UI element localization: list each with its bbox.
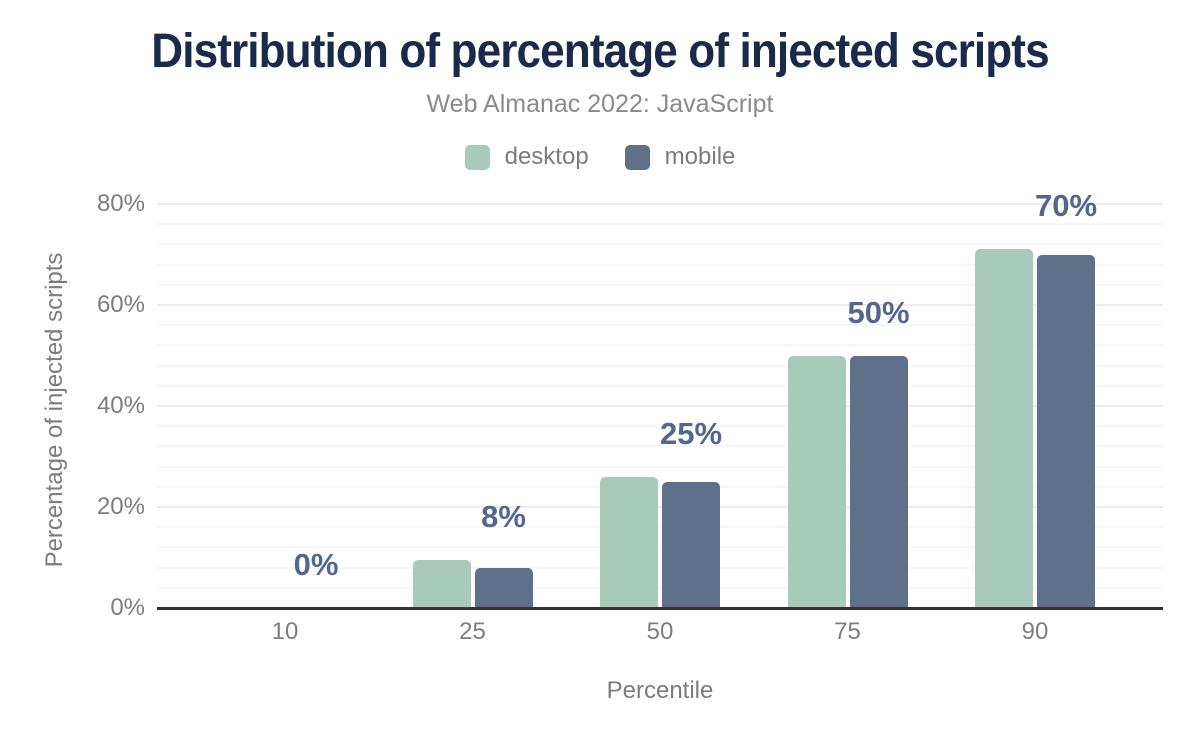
value-label-p25: 8% xyxy=(481,499,526,535)
gridline-minor-16 xyxy=(157,526,1163,529)
value-label-p50: 25% xyxy=(659,415,723,451)
gridline-minor-72 xyxy=(157,243,1163,246)
legend-item-desktop: desktop xyxy=(464,143,589,171)
y-tick-0: 0% xyxy=(110,594,145,621)
legend-label-mobile: mobile xyxy=(664,143,736,170)
x-tick-50: 50 xyxy=(646,618,674,645)
legend: desktop mobile xyxy=(0,142,1200,172)
chart-subtitle: Web Almanac 2022: JavaScript xyxy=(426,90,774,118)
y-tick-80: 80% xyxy=(96,190,145,217)
bar-mobile-p50 xyxy=(662,481,720,608)
gridline-minor-36 xyxy=(157,425,1163,428)
gridline-minor-68 xyxy=(157,263,1163,266)
x-tick-75: 75 xyxy=(834,618,861,645)
gridline-major-80 xyxy=(157,203,1163,205)
bar-mobile-p75 xyxy=(849,355,908,608)
gridline-minor-8 xyxy=(157,566,1163,569)
gridline-minor-12 xyxy=(157,546,1163,549)
x-tick-90: 90 xyxy=(1021,618,1049,645)
bar-desktop-p50 xyxy=(600,476,658,608)
y-tick-40: 40% xyxy=(96,392,145,419)
value-label-p75: 50% xyxy=(847,294,910,330)
gridline-minor-4 xyxy=(157,586,1163,589)
legend-label-desktop: desktop xyxy=(504,143,589,170)
gridline-minor-52 xyxy=(157,344,1163,347)
y-tick-20: 20% xyxy=(96,493,145,520)
x-axis-title: Percentile xyxy=(606,677,714,704)
gridline-minor-64 xyxy=(157,283,1163,286)
x-tick-10: 10 xyxy=(271,618,299,645)
value-label-p10: 0% xyxy=(293,547,339,582)
bar-desktop-p90 xyxy=(975,249,1033,608)
mobile-swatch-icon xyxy=(624,144,650,170)
chart-title: Distribution of percentage of injected s… xyxy=(151,25,1049,78)
gridline-minor-48 xyxy=(157,364,1163,367)
bar-mobile-p25 xyxy=(474,567,533,608)
legend-item-mobile: mobile xyxy=(624,143,736,171)
desktop-swatch-icon xyxy=(464,144,490,170)
gridline-minor-28 xyxy=(157,465,1163,468)
value-label-p90: 70% xyxy=(1034,188,1098,224)
gridline-minor-24 xyxy=(157,485,1163,488)
x-axis-line xyxy=(157,607,1163,610)
bar-desktop-p25 xyxy=(412,560,471,608)
gridline-major-20 xyxy=(157,506,1163,508)
gridline-minor-76 xyxy=(157,223,1163,226)
bar-desktop-p75 xyxy=(787,355,846,608)
bar-mobile-p90 xyxy=(1037,254,1095,608)
gridline-minor-44 xyxy=(157,384,1163,387)
gridline-minor-32 xyxy=(157,445,1163,448)
gridline-major-40 xyxy=(157,405,1163,407)
x-tick-25: 25 xyxy=(459,618,486,645)
gridline-major-60 xyxy=(157,304,1163,306)
y-tick-60: 60% xyxy=(96,291,145,318)
y-axis-title: Percentage of injected scripts xyxy=(41,252,68,568)
gridline-minor-56 xyxy=(157,324,1163,327)
